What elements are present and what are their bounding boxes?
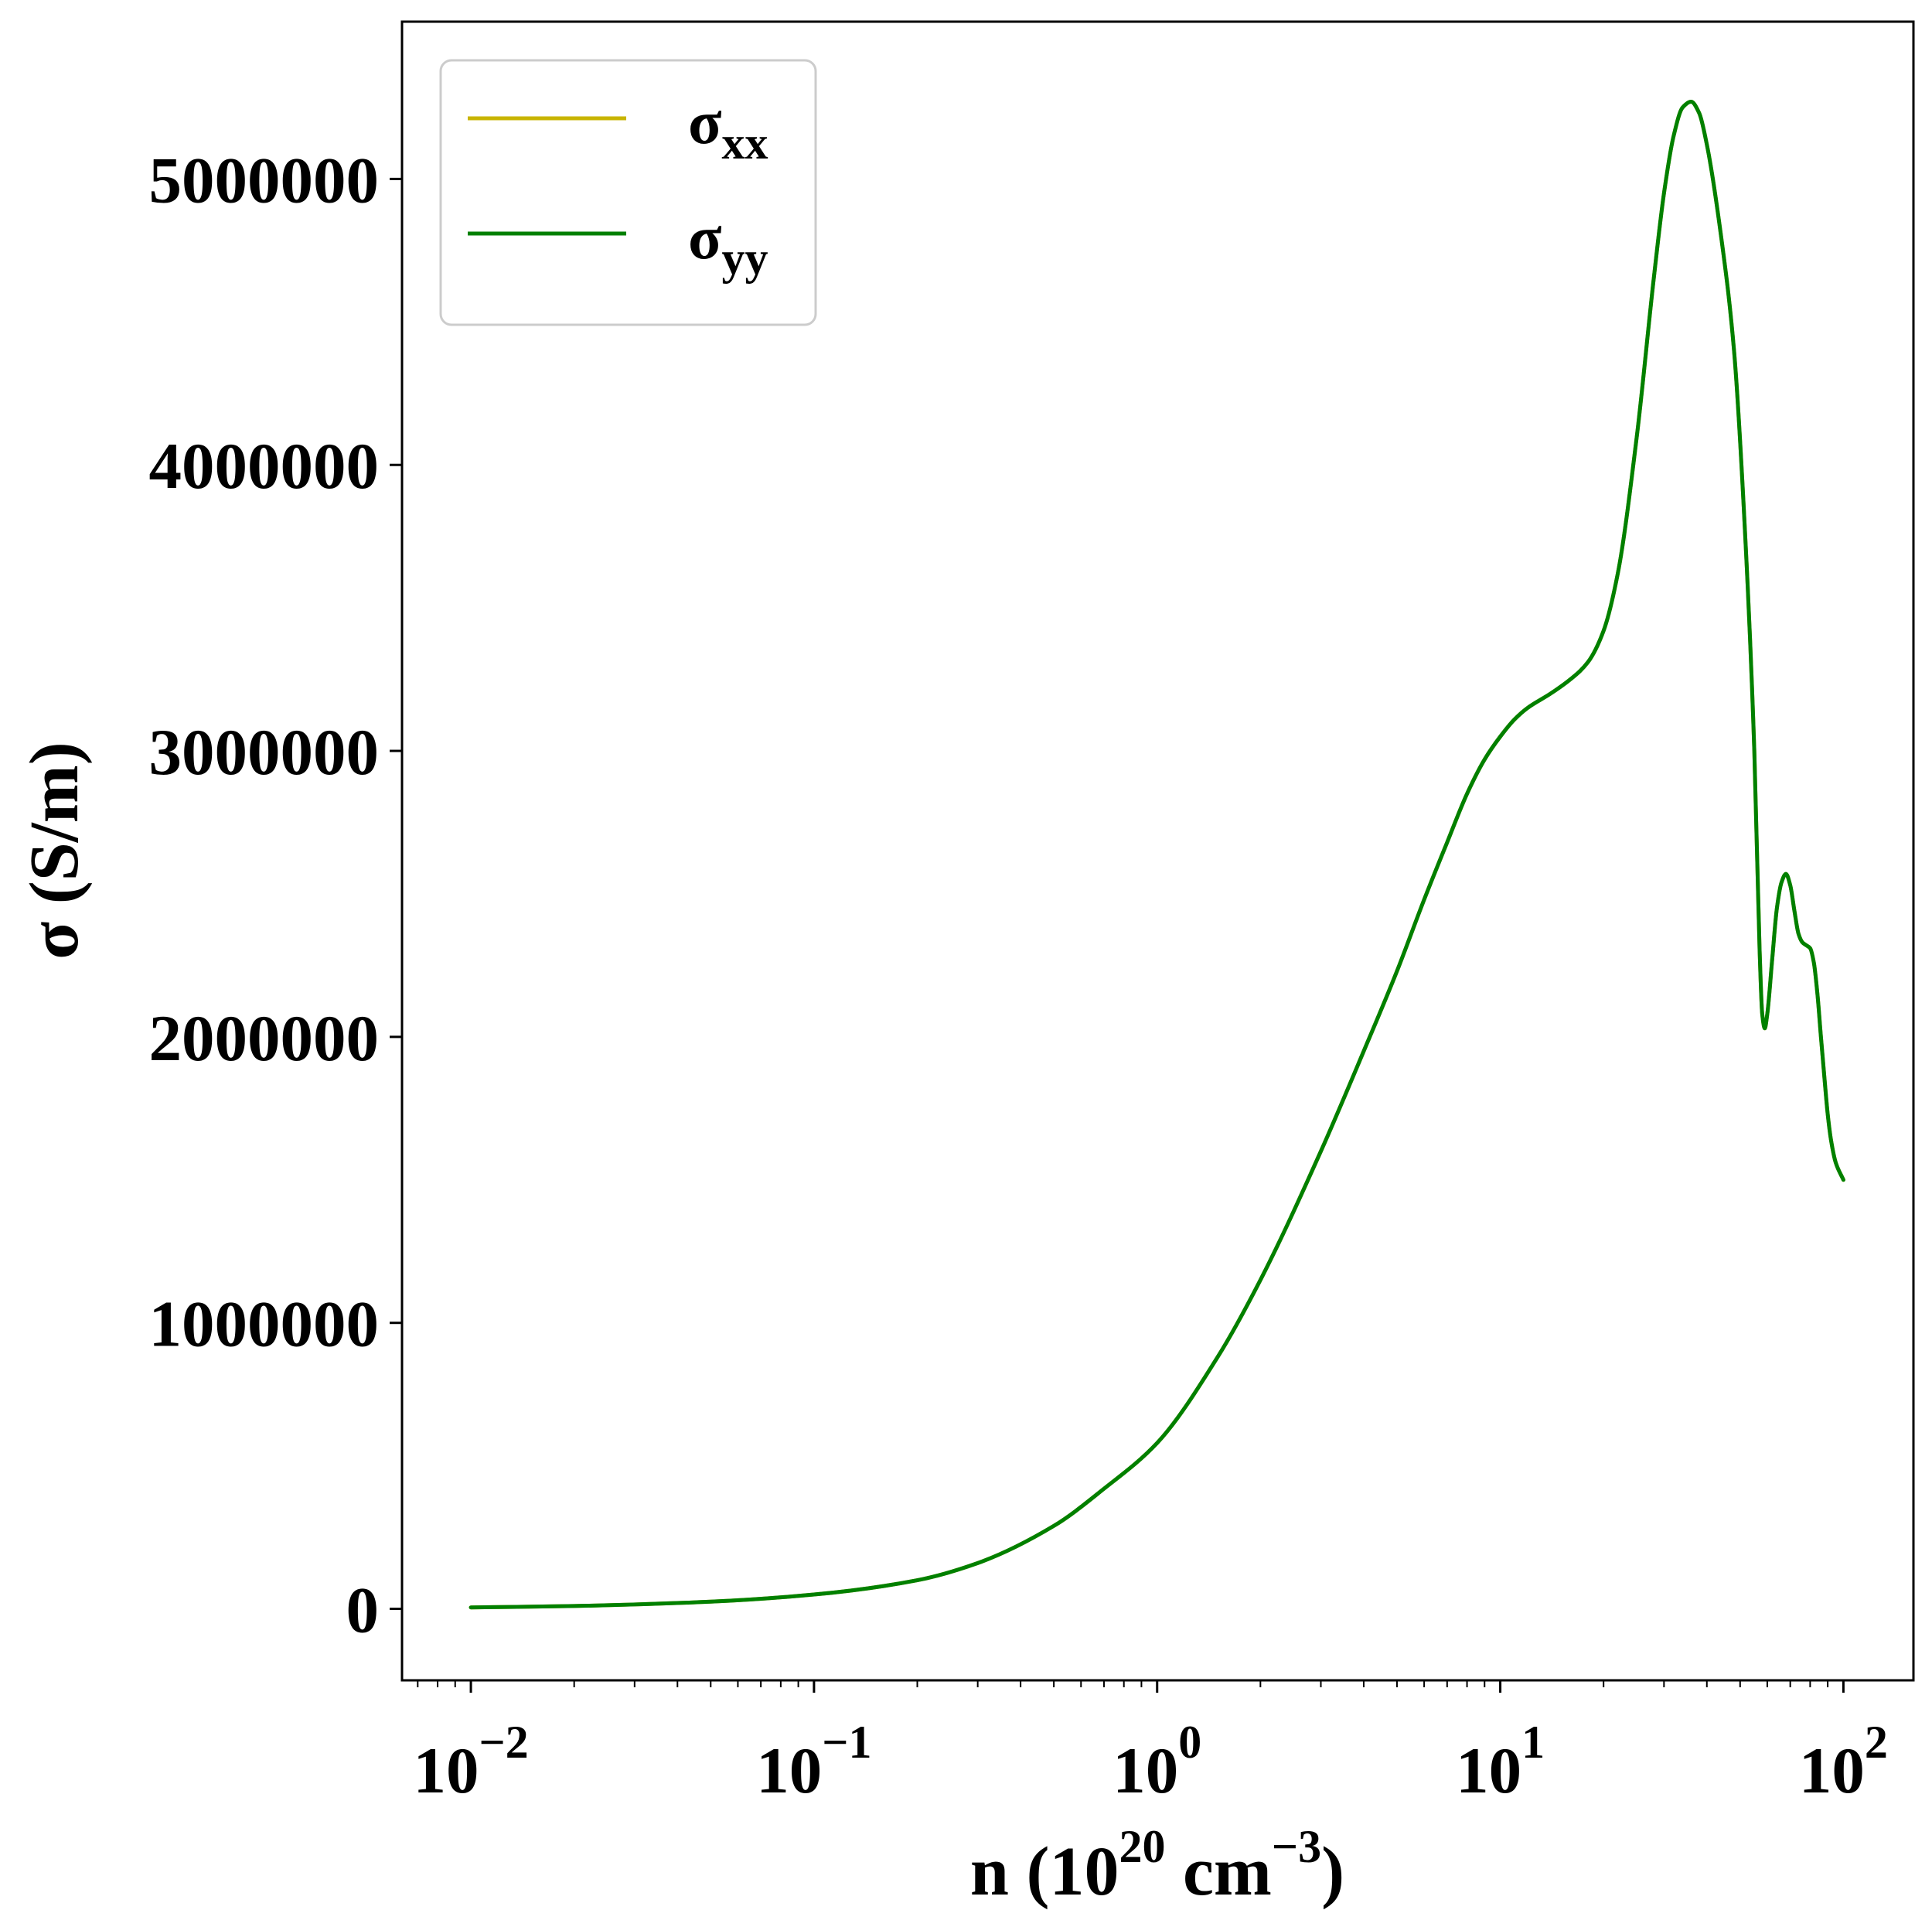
legend-label-sigma-yy: σyy [688, 204, 768, 284]
x-tick-label: 10−1 [756, 1717, 871, 1807]
x-tick-label: 100 [1113, 1717, 1201, 1807]
series-line-sigma-xx [469, 100, 1845, 1610]
y-ticks: 0 1000000 2000000 3000000 4000000 5000000 [149, 144, 402, 1647]
series-layer [469, 100, 1845, 1610]
legend: σxx σyy [439, 59, 817, 326]
y-tick-label: 2000000 [149, 1002, 380, 1075]
x-tick-label: 102 [1799, 1717, 1888, 1807]
x-axis-label: n (1020 cm−3) [970, 1821, 1344, 1910]
x-tick-label: 101 [1456, 1717, 1545, 1807]
y-tick-label: 5000000 [149, 144, 380, 217]
plot-frame [400, 20, 1915, 1682]
x-major-ticks: 10−2 10−1 100 101 102 [413, 1680, 1888, 1807]
y-tick-label: 4000000 [149, 430, 380, 503]
series-line-sigma-yy [469, 100, 1845, 1610]
legend-label-sigma-xx: σxx [688, 89, 768, 169]
x-tick-label: 10−2 [413, 1717, 528, 1807]
y-axis-label: σ (S/m) [16, 742, 93, 959]
legend-box [439, 59, 817, 326]
y-tick-label: 3000000 [149, 716, 380, 789]
y-tick-label: 1000000 [149, 1288, 380, 1361]
y-tick-label: 0 [346, 1574, 380, 1647]
